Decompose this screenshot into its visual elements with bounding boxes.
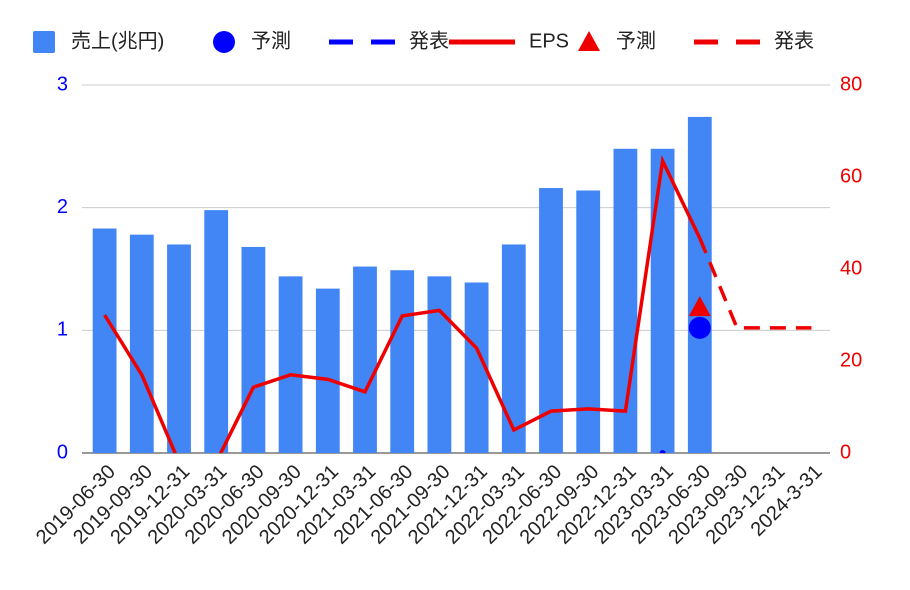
y2-tick-label: 40 (840, 257, 862, 279)
y2-tick-label: 80 (840, 73, 862, 95)
y-tick-label: 3 (57, 73, 68, 95)
y-tick-label: 1 (57, 319, 68, 341)
line (103, 155, 702, 453)
bar (539, 188, 563, 453)
bar (390, 270, 415, 453)
bar (353, 266, 377, 453)
legend-swatch (578, 31, 600, 51)
legend-label: 予測 (251, 29, 291, 52)
y2-tick-label: 0 (840, 441, 851, 463)
legend-label: 予測 (616, 29, 656, 52)
bar (278, 276, 303, 453)
bar (687, 116, 712, 453)
bar (315, 288, 340, 453)
bar (204, 210, 229, 453)
bar (464, 282, 489, 453)
bar (650, 148, 675, 453)
y-tick-label: 0 (57, 441, 68, 463)
legend-label: 発表 (409, 29, 449, 52)
bar (167, 244, 191, 453)
bar (241, 246, 266, 453)
bar (576, 190, 601, 453)
legend-swatch (213, 31, 235, 53)
bar (427, 276, 452, 453)
legend-swatch (33, 31, 55, 53)
plot (92, 116, 812, 453)
bar (501, 244, 526, 453)
marker (688, 296, 711, 317)
line (698, 237, 812, 330)
marker (688, 316, 711, 339)
y2-tick-label: 60 (840, 165, 862, 187)
y-tick-label: 2 (57, 196, 68, 218)
legend-label: EPS (529, 30, 569, 52)
bar (92, 228, 117, 453)
y2-tick-label: 20 (840, 349, 862, 371)
line-point (659, 450, 666, 453)
legend-label: 売上(兆円) (71, 29, 164, 52)
legend-label: 発表 (774, 29, 814, 52)
bar (129, 234, 154, 453)
